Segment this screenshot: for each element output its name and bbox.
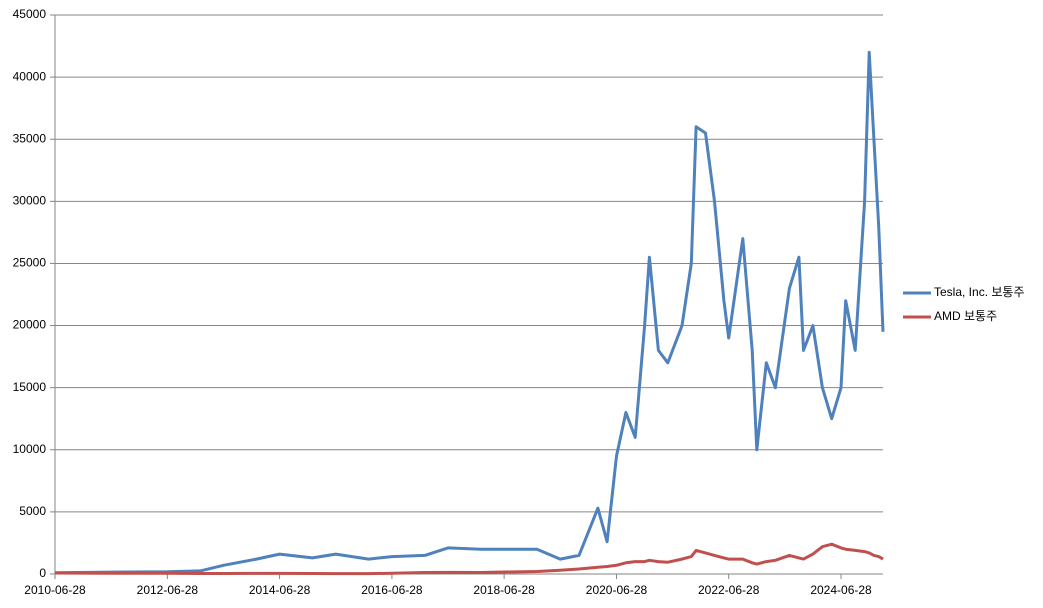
legend-label: AMD 보통주 — [934, 309, 997, 323]
y-tick-label: 15000 — [13, 380, 47, 394]
y-tick-label: 40000 — [13, 69, 47, 83]
x-tick-label: 2012-06-28 — [137, 583, 199, 597]
x-tick-label: 2016-06-28 — [361, 583, 423, 597]
y-tick-label: 25000 — [13, 256, 47, 270]
x-tick-label: 2024-06-28 — [810, 583, 872, 597]
y-tick-label: 30000 — [13, 194, 47, 208]
x-tick-label: 2014-06-28 — [249, 583, 311, 597]
x-tick-label: 2022-06-28 — [698, 583, 760, 597]
y-tick-label: 5000 — [19, 504, 46, 518]
x-tick-label: 2020-06-28 — [586, 583, 648, 597]
x-tick-label: 2010-06-28 — [24, 583, 86, 597]
y-tick-label: 45000 — [13, 7, 47, 21]
y-tick-label: 35000 — [13, 131, 47, 145]
y-tick-label: 20000 — [13, 318, 47, 332]
y-tick-label: 0 — [39, 566, 46, 580]
series-line — [54, 50, 885, 575]
y-tick-label: 10000 — [13, 442, 47, 456]
x-tick-label: 2018-06-28 — [473, 583, 535, 597]
series-line — [54, 542, 884, 576]
legend-label: Tesla, Inc. 보통주 — [934, 285, 1024, 299]
